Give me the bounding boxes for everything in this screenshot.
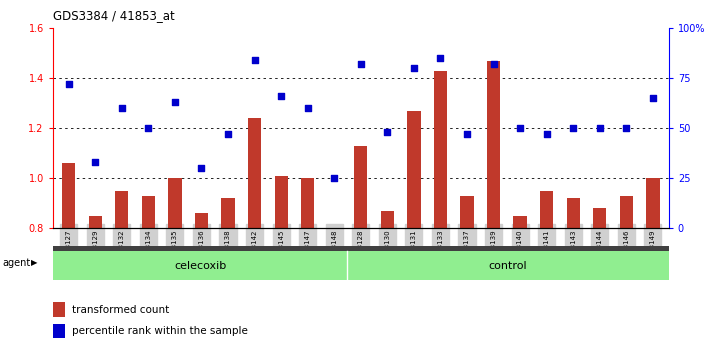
Point bbox=[89, 160, 101, 165]
Bar bbox=[53, 302, 65, 317]
Point bbox=[249, 57, 260, 63]
Bar bbox=[460, 196, 474, 228]
Text: ▶: ▶ bbox=[31, 258, 37, 267]
Bar bbox=[53, 251, 347, 280]
Bar bbox=[540, 191, 553, 228]
Bar bbox=[434, 71, 447, 228]
Point bbox=[594, 125, 605, 131]
Point bbox=[488, 62, 499, 67]
Point bbox=[143, 125, 154, 131]
Point bbox=[63, 81, 75, 87]
Bar bbox=[53, 246, 669, 251]
Bar bbox=[142, 196, 155, 228]
Bar bbox=[513, 216, 527, 228]
Text: celecoxib: celecoxib bbox=[174, 261, 226, 270]
Text: control: control bbox=[489, 261, 527, 270]
Bar bbox=[347, 251, 669, 280]
Bar bbox=[620, 196, 633, 228]
Point bbox=[329, 176, 340, 181]
Bar bbox=[275, 176, 288, 228]
Point bbox=[461, 131, 472, 137]
Point bbox=[355, 62, 366, 67]
Bar bbox=[487, 61, 501, 228]
Bar bbox=[301, 178, 314, 228]
Bar bbox=[62, 163, 75, 228]
Text: percentile rank within the sample: percentile rank within the sample bbox=[72, 326, 248, 336]
Point bbox=[382, 130, 393, 135]
Bar bbox=[221, 198, 234, 228]
Point bbox=[222, 131, 234, 137]
Bar bbox=[567, 198, 580, 228]
Text: agent: agent bbox=[2, 258, 30, 268]
Point bbox=[196, 166, 207, 171]
Bar bbox=[354, 146, 367, 228]
Point bbox=[169, 99, 180, 105]
Bar bbox=[593, 208, 606, 228]
Point bbox=[567, 125, 579, 131]
Point bbox=[302, 105, 313, 111]
Point bbox=[408, 65, 420, 71]
Point bbox=[515, 125, 526, 131]
Point bbox=[435, 56, 446, 61]
Point bbox=[275, 93, 287, 99]
Bar bbox=[646, 178, 660, 228]
Bar bbox=[168, 178, 182, 228]
Point bbox=[541, 131, 553, 137]
Bar bbox=[408, 111, 420, 228]
Bar bbox=[53, 324, 65, 338]
Text: GDS3384 / 41853_at: GDS3384 / 41853_at bbox=[53, 9, 175, 22]
Bar bbox=[248, 118, 261, 228]
Text: transformed count: transformed count bbox=[72, 305, 169, 315]
Bar bbox=[89, 216, 102, 228]
Bar bbox=[381, 211, 394, 228]
Point bbox=[621, 125, 632, 131]
Bar bbox=[115, 191, 128, 228]
Bar bbox=[195, 213, 208, 228]
Point bbox=[647, 96, 658, 101]
Point bbox=[116, 105, 127, 111]
